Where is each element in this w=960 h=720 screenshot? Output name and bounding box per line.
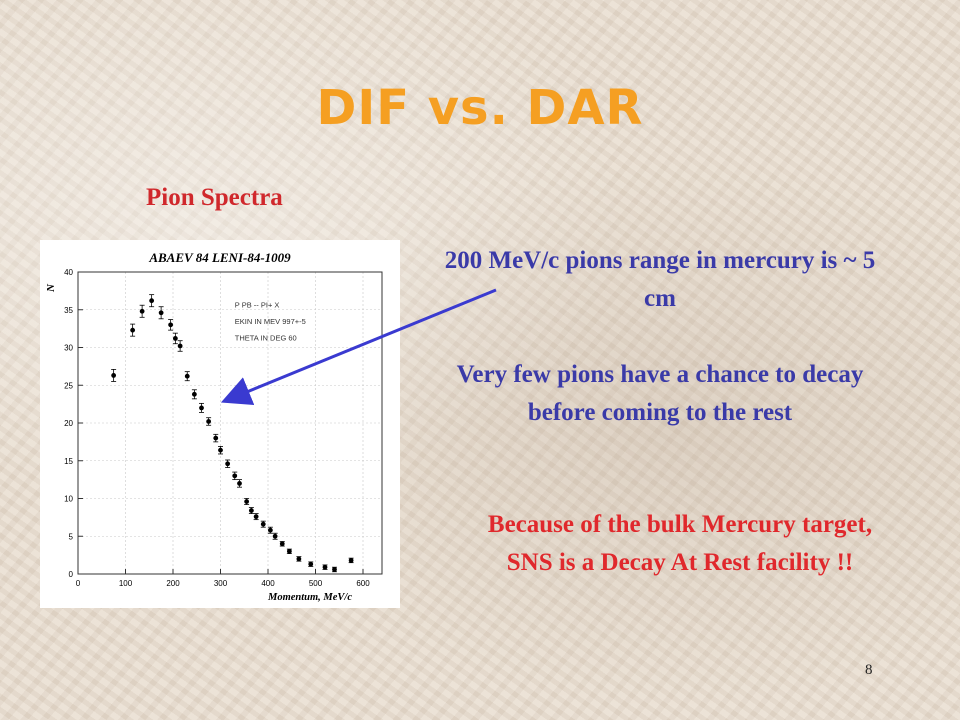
data-point (232, 471, 238, 481)
data-marker (267, 527, 273, 533)
legend-line: EKIN IN MEV 997+-5 (235, 317, 306, 326)
data-point (199, 402, 204, 413)
x-tick-label: 300 (214, 579, 228, 588)
data-point (172, 332, 178, 345)
data-marker (272, 533, 278, 539)
data-marker (279, 541, 285, 547)
page-number: 8 (865, 662, 873, 678)
data-point (149, 294, 155, 308)
data-marker (206, 419, 212, 424)
data-marker (184, 373, 190, 379)
x-axis-label: Momentum, MeV/c (267, 592, 352, 603)
data-marker (225, 461, 231, 467)
chart-caption: Pion Spectra (146, 184, 283, 211)
data-point (184, 371, 190, 382)
legend-line: THETA IN DEG 60 (235, 334, 297, 343)
x-tick-label: 100 (119, 579, 133, 588)
y-tick-label: 15 (64, 457, 73, 466)
slide-title: DIF vs. DAR (316, 80, 644, 136)
data-point (158, 306, 164, 320)
data-marker (332, 567, 337, 572)
data-point (218, 446, 223, 455)
data-marker (260, 521, 266, 527)
data-point (332, 566, 337, 573)
data-point (111, 368, 117, 382)
legend-line: P PB -- PI+ X (235, 300, 280, 309)
chart-grid (78, 271, 382, 574)
y-tick-label: 5 (69, 532, 74, 541)
data-marker (348, 558, 354, 563)
data-marker (149, 298, 155, 304)
data-point (139, 304, 145, 318)
data-point (130, 323, 136, 337)
data-point (177, 340, 183, 352)
data-marker (213, 435, 219, 441)
data-marker (168, 322, 174, 328)
y-tick-label: 30 (64, 344, 73, 353)
data-marker (286, 548, 292, 554)
data-point (260, 520, 266, 528)
data-point (206, 417, 212, 426)
data-points (111, 294, 354, 573)
x-tick-label: 400 (261, 579, 275, 588)
data-marker (139, 308, 145, 314)
data-marker (218, 447, 223, 453)
data-point (237, 479, 242, 488)
data-marker (177, 343, 183, 349)
y-axis-label: N (45, 283, 57, 293)
data-marker (296, 556, 302, 562)
data-point (348, 557, 354, 564)
y-tick-label: 0 (69, 570, 74, 579)
y-tick-label: 10 (64, 495, 73, 504)
decay-note: Very few pions have a chance to decay be… (456, 361, 864, 426)
conclusion-note: Because of the bulk Mercury target, SNS … (487, 511, 873, 576)
data-point (267, 526, 273, 534)
axis-ticks: 0 100 200 300 400 500 600 0 5 10 15 20 25 30 35 40 (64, 268, 370, 588)
data-point (322, 564, 328, 570)
data-marker (130, 327, 136, 333)
y-tick-label: 40 (64, 268, 73, 277)
chart-title: ABAEV 84 LENI-84-1009 (148, 250, 291, 265)
data-point (244, 498, 250, 505)
pion-spectra-chart: ABAEV 84 LENI-84-1009 P PB -- PI+ X EKIN … (40, 240, 400, 608)
data-marker (172, 336, 178, 341)
data-marker (237, 481, 242, 486)
data-point (279, 541, 285, 547)
data-marker (253, 514, 259, 520)
data-point (253, 513, 259, 521)
data-marker (232, 473, 238, 479)
range-note: 200 MeV/c pions range in mercury is ~ 5 … (444, 247, 876, 312)
data-point (213, 433, 219, 443)
data-marker (191, 391, 197, 397)
data-point (225, 459, 231, 468)
data-marker (308, 561, 314, 567)
x-tick-label: 0 (76, 579, 81, 588)
x-tick-label: 600 (356, 579, 370, 588)
y-tick-label: 35 (64, 306, 73, 315)
data-marker (248, 508, 254, 513)
data-marker (322, 564, 328, 570)
data-marker (158, 310, 164, 316)
data-marker (111, 373, 117, 378)
x-tick-label: 500 (309, 579, 323, 588)
y-tick-label: 25 (64, 381, 73, 390)
data-point (286, 548, 292, 555)
chart-svg: ABAEV 84 LENI-84-1009 P PB -- PI+ X EKIN … (45, 250, 383, 603)
data-point (168, 319, 174, 331)
y-tick-label: 20 (64, 419, 73, 428)
data-point (191, 389, 197, 400)
x-tick-label: 200 (166, 579, 180, 588)
data-point (248, 507, 254, 515)
data-point (296, 556, 302, 562)
data-point (272, 532, 278, 540)
data-marker (244, 499, 250, 504)
data-marker (199, 405, 204, 411)
data-point (308, 561, 314, 567)
chart-legend: P PB -- PI+ X EKIN IN MEV 997+-5 THETA IN … (235, 300, 306, 342)
